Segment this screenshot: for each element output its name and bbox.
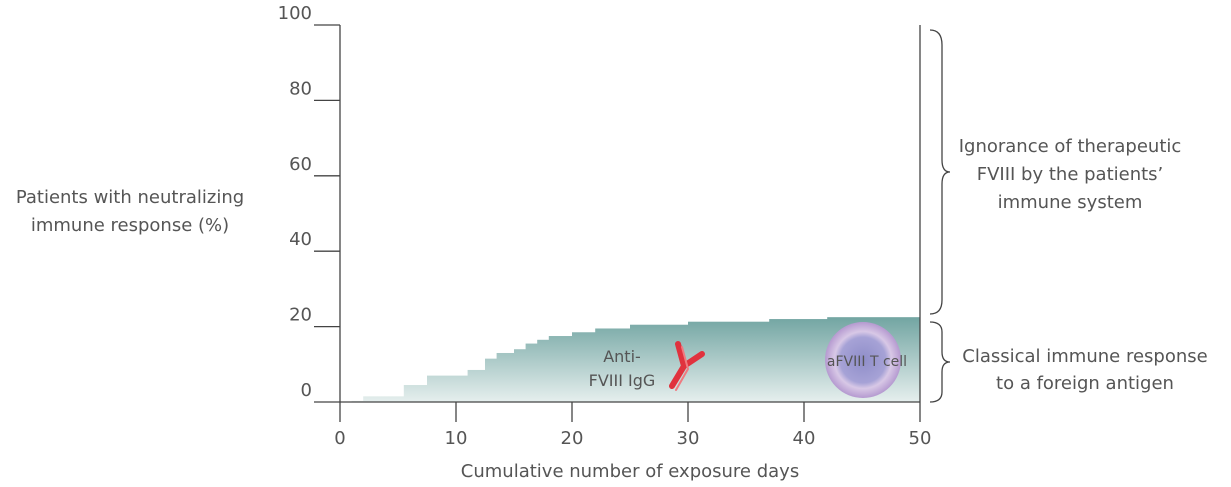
step (525, 343, 538, 402)
x-axis-label: Cumulative number of exposure days (461, 461, 799, 482)
lower-brace (929, 321, 951, 403)
x-tick-label: 40 (793, 428, 816, 449)
x-tick-label: 20 (561, 428, 584, 449)
t-cell-icon (825, 322, 901, 398)
step (548, 336, 573, 402)
y-axis-label: immune response (%) (31, 215, 229, 236)
antibody-icon (669, 341, 705, 391)
y-tick-label: 100 (278, 3, 312, 24)
x-tick-label: 50 (909, 428, 932, 449)
annotation: Anti- (603, 347, 641, 366)
y-tick-label: 60 (289, 154, 312, 175)
annotation: aFVIII T cell (827, 354, 907, 370)
annotation: Ignorance of therapeutic (959, 136, 1182, 157)
step (688, 321, 770, 402)
y-tick-label: 20 (289, 305, 312, 326)
y-tick-label: 0 (301, 380, 312, 401)
step (514, 349, 527, 402)
step (630, 324, 689, 402)
step (485, 358, 498, 402)
step (496, 352, 515, 402)
step (572, 332, 596, 402)
step (427, 375, 469, 402)
annotation: Classical immune response (962, 346, 1207, 367)
plot-area (351, 317, 921, 402)
annotation: FVIII IgG (589, 371, 656, 390)
x-tick-label: 10 (445, 428, 468, 449)
step (403, 385, 428, 402)
annotation: FVIII by the patients’ (977, 164, 1164, 185)
step (595, 328, 631, 402)
y-tick-label: 80 (289, 78, 312, 99)
y-axis-label: Patients with neutralizing (16, 187, 244, 208)
step (467, 369, 486, 402)
step (363, 396, 405, 402)
upper-brace (929, 29, 951, 315)
step (537, 339, 550, 402)
step (769, 319, 828, 402)
x-tick-label: 0 (334, 428, 345, 449)
x-tick-label: 30 (677, 428, 700, 449)
annotation: immune system (998, 192, 1143, 213)
y-tick-label: 40 (289, 229, 312, 250)
annotation: to a foreign antigen (996, 373, 1174, 394)
